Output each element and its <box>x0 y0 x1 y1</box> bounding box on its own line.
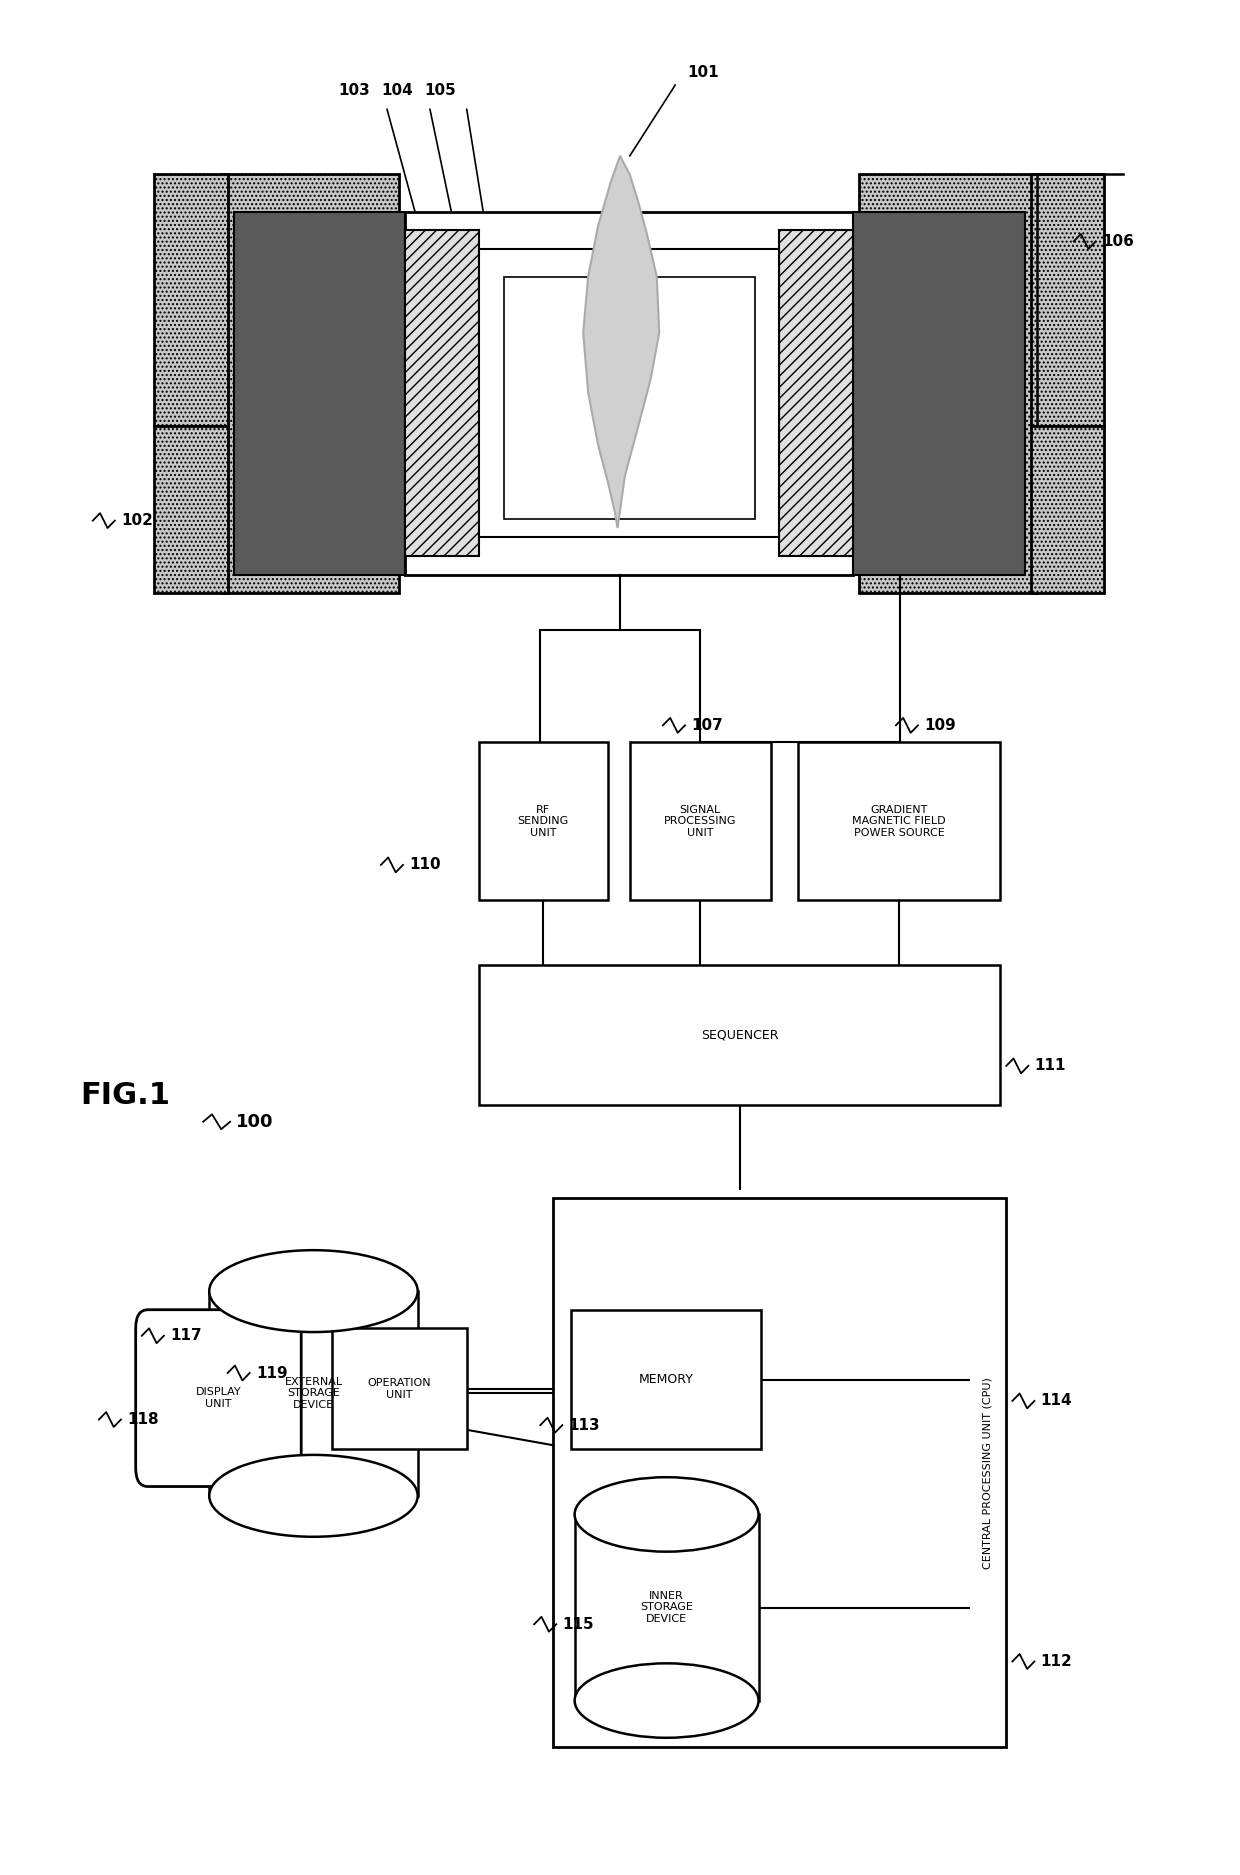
FancyBboxPatch shape <box>154 426 228 592</box>
FancyBboxPatch shape <box>234 212 405 574</box>
Text: 119: 119 <box>255 1365 288 1380</box>
Ellipse shape <box>210 1251 418 1331</box>
FancyBboxPatch shape <box>210 1292 418 1496</box>
Ellipse shape <box>574 1478 759 1552</box>
FancyBboxPatch shape <box>503 278 755 519</box>
Text: 111: 111 <box>1034 1058 1066 1072</box>
Text: EXTERNAL
STORAGE
DEVICE: EXTERNAL STORAGE DEVICE <box>284 1376 342 1410</box>
FancyBboxPatch shape <box>154 174 228 426</box>
Text: 100: 100 <box>237 1112 274 1131</box>
Text: 106: 106 <box>1102 234 1133 249</box>
Text: 113: 113 <box>568 1418 600 1432</box>
Ellipse shape <box>574 1663 759 1738</box>
Text: RF
SENDING
UNIT: RF SENDING UNIT <box>518 804 569 838</box>
Text: 103: 103 <box>339 82 370 98</box>
Text: 112: 112 <box>1040 1654 1073 1669</box>
Text: SIGNAL
PROCESSING
UNIT: SIGNAL PROCESSING UNIT <box>665 804 737 838</box>
Text: 118: 118 <box>128 1412 159 1427</box>
FancyBboxPatch shape <box>479 249 780 538</box>
FancyBboxPatch shape <box>222 174 399 592</box>
Text: GRADIENT
MAGNETIC FIELD
POWER SOURCE: GRADIENT MAGNETIC FIELD POWER SOURCE <box>852 804 946 838</box>
Text: CENTRAL PROCESSING UNIT (CPU): CENTRAL PROCESSING UNIT (CPU) <box>983 1376 993 1569</box>
Text: 117: 117 <box>170 1328 202 1342</box>
Ellipse shape <box>210 1455 418 1537</box>
Text: SEQUENCER: SEQUENCER <box>701 1029 779 1042</box>
Text: 114: 114 <box>1040 1393 1073 1408</box>
FancyBboxPatch shape <box>570 1311 761 1449</box>
FancyBboxPatch shape <box>332 1328 466 1449</box>
FancyBboxPatch shape <box>859 174 1037 592</box>
FancyBboxPatch shape <box>479 966 1001 1104</box>
Text: MEMORY: MEMORY <box>639 1372 693 1386</box>
FancyBboxPatch shape <box>405 231 479 557</box>
FancyBboxPatch shape <box>780 231 853 557</box>
FancyBboxPatch shape <box>797 742 1001 900</box>
FancyBboxPatch shape <box>553 1198 1006 1748</box>
Text: 109: 109 <box>924 718 956 733</box>
Text: FIG.1: FIG.1 <box>81 1082 171 1110</box>
Text: 101: 101 <box>687 64 719 79</box>
Text: OPERATION
UNIT: OPERATION UNIT <box>367 1378 432 1399</box>
Polygon shape <box>583 156 660 529</box>
FancyBboxPatch shape <box>405 212 853 574</box>
FancyBboxPatch shape <box>1030 174 1105 426</box>
Text: 115: 115 <box>563 1616 594 1631</box>
FancyBboxPatch shape <box>574 1515 759 1701</box>
FancyBboxPatch shape <box>853 212 1024 574</box>
FancyBboxPatch shape <box>630 742 771 900</box>
Text: 104: 104 <box>381 82 413 98</box>
Text: DISPLAY
UNIT: DISPLAY UNIT <box>196 1388 242 1408</box>
Text: 107: 107 <box>691 718 723 733</box>
Text: INNER
STORAGE
DEVICE: INNER STORAGE DEVICE <box>640 1590 693 1624</box>
FancyBboxPatch shape <box>135 1311 301 1487</box>
Text: 110: 110 <box>409 857 440 872</box>
FancyBboxPatch shape <box>479 742 608 900</box>
FancyBboxPatch shape <box>1030 426 1105 592</box>
Text: 105: 105 <box>424 82 455 98</box>
Text: 102: 102 <box>122 514 153 529</box>
